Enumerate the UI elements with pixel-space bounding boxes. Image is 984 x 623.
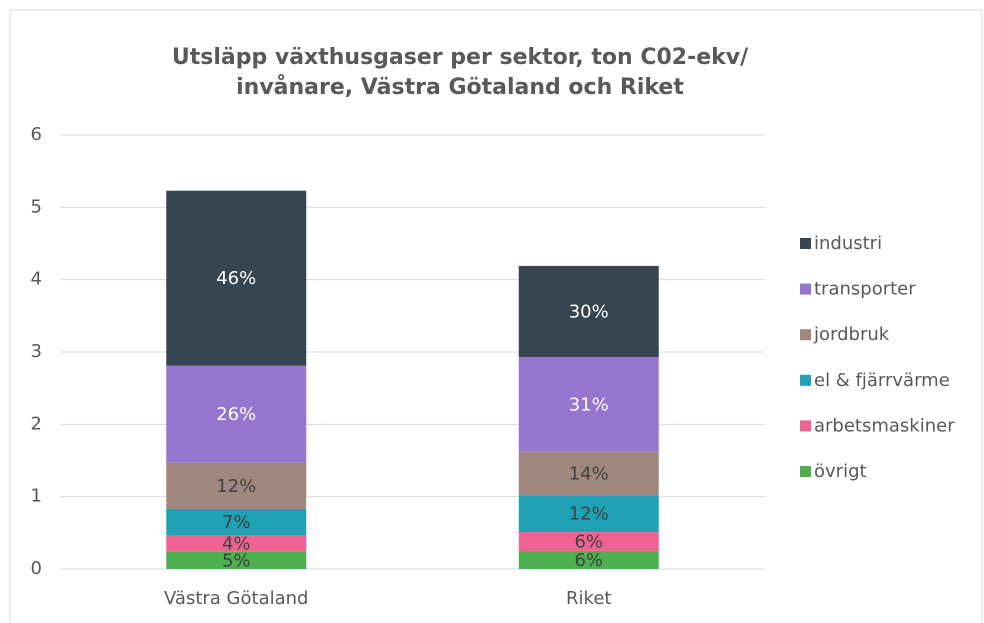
bar-segment (518, 495, 659, 533)
bar-segment (518, 532, 659, 551)
legend-swatch (800, 238, 811, 249)
bar-segment (166, 535, 307, 552)
y-tick-label: 4 (31, 269, 42, 290)
x-tick-label: Riket (566, 588, 611, 609)
legend-label: transporter (814, 279, 916, 300)
bar-segment (518, 451, 659, 496)
y-tick-label: 2 (31, 413, 42, 434)
chart-title: invånare, Västra Götaland och Riket (236, 74, 684, 100)
data-label: 12% (216, 476, 256, 497)
legend-label: arbetsmaskiner (814, 415, 955, 436)
y-tick-label: 6 (31, 124, 42, 145)
chart-title: Utsläpp växthusgaser per sektor, ton C02… (172, 45, 749, 70)
data-label: 46% (216, 268, 256, 289)
legend-swatch (800, 466, 811, 477)
legend-label: industri (814, 233, 882, 254)
legend-swatch (800, 374, 811, 386)
bar-segment (166, 462, 307, 509)
bar-segment (166, 508, 307, 536)
data-label: 30% (569, 301, 609, 322)
data-label: 14% (569, 464, 609, 485)
legend-swatch (800, 329, 811, 341)
bar-segment (518, 265, 659, 358)
legend-swatch (800, 283, 811, 295)
x-tick-label: Västra Götaland (164, 588, 308, 609)
bar-segment (166, 551, 307, 569)
y-tick-label: 3 (31, 341, 42, 362)
legend-label: el & fjärrvärme (814, 370, 950, 391)
legend-swatch (800, 420, 811, 432)
y-tick-label: 5 (31, 196, 42, 217)
bar-segment (166, 365, 307, 463)
bar-segment (518, 550, 659, 569)
bar-segment (166, 190, 307, 366)
data-label: 12% (569, 504, 609, 525)
y-tick-label: 1 (31, 486, 42, 507)
data-label: 7% (222, 512, 251, 533)
legend-label: övrigt (814, 461, 867, 482)
data-label: 4% (222, 533, 251, 554)
y-tick-label: 0 (31, 558, 42, 579)
data-label: 5% (222, 550, 251, 571)
data-label: 6% (574, 532, 603, 553)
data-label: 26% (216, 404, 256, 425)
data-label: 6% (574, 550, 603, 571)
legend-label: jordbruk (813, 324, 890, 345)
chart-frame (9, 9, 983, 623)
data-label: 31% (569, 394, 609, 415)
bar-segment (518, 357, 659, 452)
